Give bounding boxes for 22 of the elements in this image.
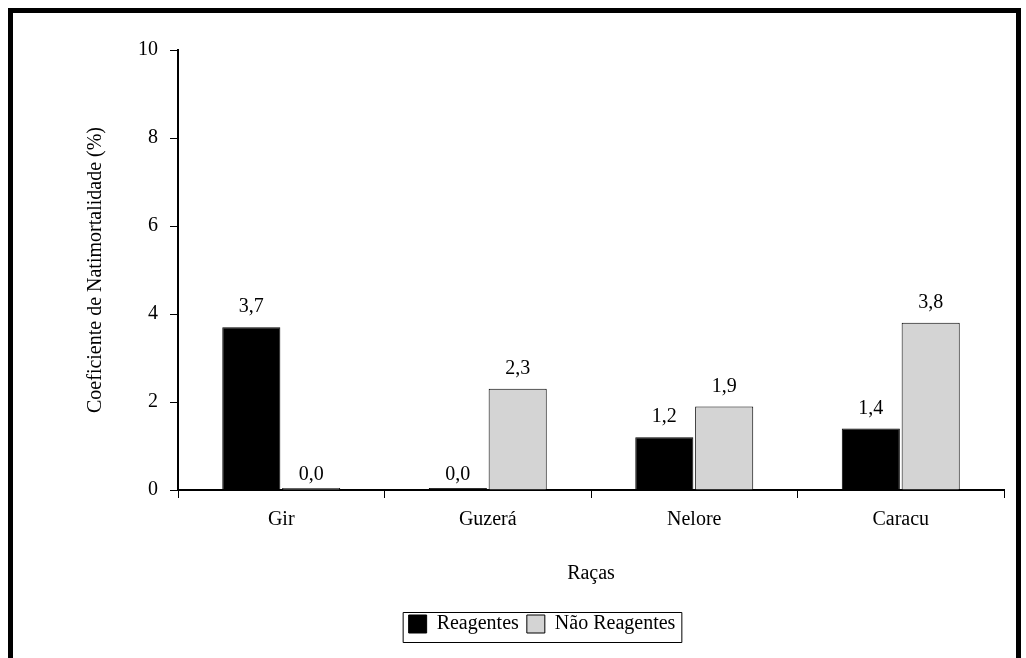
data-label: 3,8: [918, 290, 944, 313]
y-tick-label: 0: [148, 477, 158, 500]
data-label: 0,0: [445, 462, 471, 485]
y-axis-title: Coeficiente de Natimortalidade (%): [83, 127, 107, 413]
x-tick-label: Guzerá: [458, 507, 517, 530]
data-label: 1,9: [711, 373, 737, 396]
x-tick-label: Caracu: [872, 507, 930, 530]
data-label: 2,3: [505, 356, 531, 379]
y-tick-label: 10: [138, 37, 158, 60]
data-label: 3,7: [238, 294, 264, 317]
x-tick-label: Nelore: [667, 507, 722, 530]
data-label: 0,0: [298, 462, 324, 485]
legend-label: Não Reagentes: [554, 611, 676, 635]
data-label: 1,4: [858, 395, 884, 418]
y-tick-label: 6: [148, 213, 158, 236]
legend-label: Reagentes: [436, 611, 520, 635]
y-tick-label: 2: [148, 389, 158, 412]
data-label: 1,2: [651, 404, 677, 427]
y-tick-label: 8: [148, 125, 158, 148]
x-axis-title: Raças: [567, 561, 616, 585]
y-tick-label: 4: [148, 301, 158, 324]
x-tick-label: Gir: [267, 507, 295, 530]
